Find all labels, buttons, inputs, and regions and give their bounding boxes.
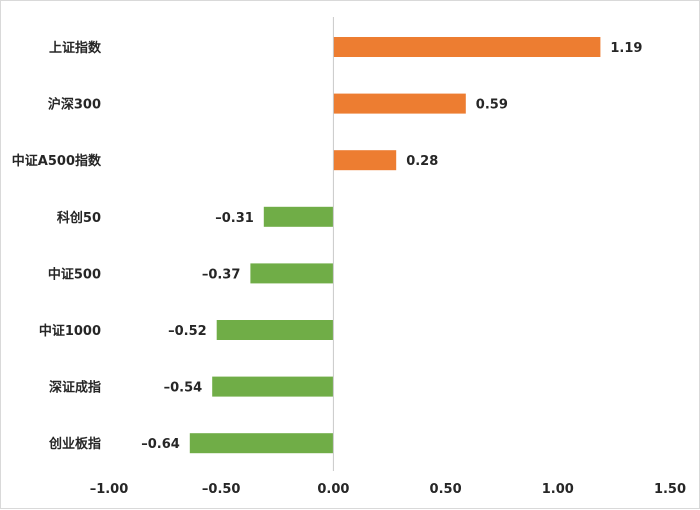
- bar: [333, 150, 397, 171]
- category-label: 中证500: [48, 266, 101, 282]
- bars-layer: [189, 37, 601, 454]
- x-tick-label: 0.50: [430, 482, 462, 497]
- data-label: –0.31: [215, 211, 254, 226]
- x-tick-label: 1.00: [542, 482, 574, 497]
- bar: [333, 93, 466, 114]
- data-label: 1.19: [610, 41, 642, 56]
- category-label: 中证1000: [39, 323, 101, 339]
- labels-layer: 上证指数 1.19 沪深300 0.59 中证A500指数 0.28 科创50 –0.31 中证…: [12, 40, 643, 452]
- bar: [263, 206, 334, 227]
- x-tick-label: 1.50: [654, 482, 686, 497]
- category-label: 上证指数: [49, 40, 102, 56]
- bar: [212, 376, 334, 397]
- data-label: 0.59: [476, 98, 508, 113]
- x-axis-ticks: –1.00 –0.50 0.00 0.50 1.00 1.50: [90, 482, 686, 497]
- bar: [333, 37, 601, 57]
- category-label: 沪深300: [48, 97, 101, 113]
- data-label: –0.52: [168, 324, 207, 339]
- category-label: 科创50: [57, 210, 101, 226]
- data-label: –0.64: [141, 437, 180, 452]
- bar: [189, 433, 334, 454]
- data-label: –0.37: [202, 267, 241, 282]
- category-label: 中证A500指数: [12, 153, 102, 169]
- category-label: 深证成指: [49, 380, 101, 396]
- bar: [250, 263, 334, 284]
- data-label: –0.54: [164, 381, 203, 396]
- x-tick-label: –0.50: [202, 482, 241, 497]
- data-label: 0.28: [406, 154, 438, 169]
- x-tick-label: –1.00: [90, 482, 129, 497]
- category-label: 创业板指: [48, 436, 101, 452]
- x-tick-label: 0.00: [317, 482, 349, 497]
- bar: [216, 320, 334, 340]
